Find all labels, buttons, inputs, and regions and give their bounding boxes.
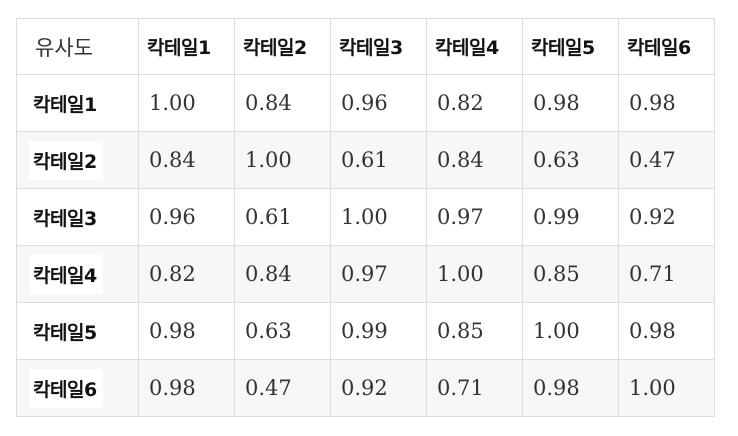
table-row: 칵테일2 0.84 1.00 0.61 0.84 0.63 0.47 <box>16 131 715 189</box>
table-cell: 0.99 <box>330 302 427 360</box>
corner-label: 유사도 <box>16 18 139 75</box>
table-cell: 1.00 <box>330 188 427 246</box>
row-header: 칵테일4 <box>16 245 139 303</box>
table-cell: 0.85 <box>522 245 619 303</box>
table-cell: 0.84 <box>234 74 331 132</box>
table-cell: 0.96 <box>138 188 235 246</box>
similarity-table: 유사도 칵테일1 칵테일2 칵테일3 칵테일4 칵테일5 칵테일6 칵테일1 1… <box>16 18 715 417</box>
row-header: 칵테일1 <box>16 74 139 132</box>
table-cell: 0.71 <box>426 359 523 417</box>
row-header: 칵테일5 <box>16 302 139 360</box>
table-cell: 0.97 <box>426 188 523 246</box>
table-cell: 1.00 <box>618 359 715 417</box>
table-cell: 0.63 <box>234 302 331 360</box>
table-cell: 0.47 <box>618 131 715 189</box>
table-cell: 0.84 <box>234 245 331 303</box>
column-header: 칵테일3 <box>330 18 427 75</box>
table-cell: 0.98 <box>618 302 715 360</box>
row-header-label: 칵테일5 <box>29 311 103 351</box>
column-header: 칵테일6 <box>618 18 715 75</box>
table-cell: 0.99 <box>522 188 619 246</box>
table-cell: 0.71 <box>618 245 715 303</box>
table-cell: 0.98 <box>522 359 619 417</box>
table-cell: 0.63 <box>522 131 619 189</box>
table-cell: 0.98 <box>522 74 619 132</box>
table-cell: 0.47 <box>234 359 331 417</box>
column-header: 칵테일5 <box>522 18 619 75</box>
table-row: 칵테일1 1.00 0.84 0.96 0.82 0.98 0.98 <box>16 74 715 132</box>
table-cell: 0.97 <box>330 245 427 303</box>
row-header: 칵테일3 <box>16 188 139 246</box>
table-row: 칵테일5 0.98 0.63 0.99 0.85 1.00 0.98 <box>16 302 715 360</box>
table-cell: 0.92 <box>618 188 715 246</box>
table-cell: 0.98 <box>618 74 715 132</box>
table-cell: 0.61 <box>234 188 331 246</box>
table-cell: 0.84 <box>138 131 235 189</box>
row-header-label: 칵테일3 <box>29 197 103 237</box>
table-row: 칵테일4 0.82 0.84 0.97 1.00 0.85 0.71 <box>16 245 715 303</box>
table-cell: 1.00 <box>234 131 331 189</box>
column-header: 칵테일4 <box>426 18 523 75</box>
table-cell: 1.00 <box>522 302 619 360</box>
table-cell: 1.00 <box>426 245 523 303</box>
row-header-label: 칵테일2 <box>29 140 103 180</box>
table-row: 칵테일6 0.98 0.47 0.92 0.71 0.98 1.00 <box>16 359 715 417</box>
row-header-label: 칵테일6 <box>29 368 103 408</box>
table-cell: 0.61 <box>330 131 427 189</box>
table-cell: 0.98 <box>138 302 235 360</box>
row-header: 칵테일6 <box>16 359 139 417</box>
row-header-label: 칵테일1 <box>29 83 103 123</box>
table-cell: 1.00 <box>138 74 235 132</box>
column-header: 칵테일1 <box>138 18 235 75</box>
table-cell: 0.84 <box>426 131 523 189</box>
table-header-row: 유사도 칵테일1 칵테일2 칵테일3 칵테일4 칵테일5 칵테일6 <box>16 18 715 75</box>
table-cell: 0.82 <box>138 245 235 303</box>
table-cell: 0.92 <box>330 359 427 417</box>
table-cell: 0.98 <box>138 359 235 417</box>
table-cell: 0.96 <box>330 74 427 132</box>
row-header-label: 칵테일4 <box>29 254 103 294</box>
table-cell: 0.82 <box>426 74 523 132</box>
table-cell: 0.85 <box>426 302 523 360</box>
column-header: 칵테일2 <box>234 18 331 75</box>
row-header: 칵테일2 <box>16 131 139 189</box>
similarity-table-container: 유사도 칵테일1 칵테일2 칵테일3 칵테일4 칵테일5 칵테일6 칵테일1 1… <box>16 18 715 417</box>
table-row: 칵테일3 0.96 0.61 1.00 0.97 0.99 0.92 <box>16 188 715 246</box>
